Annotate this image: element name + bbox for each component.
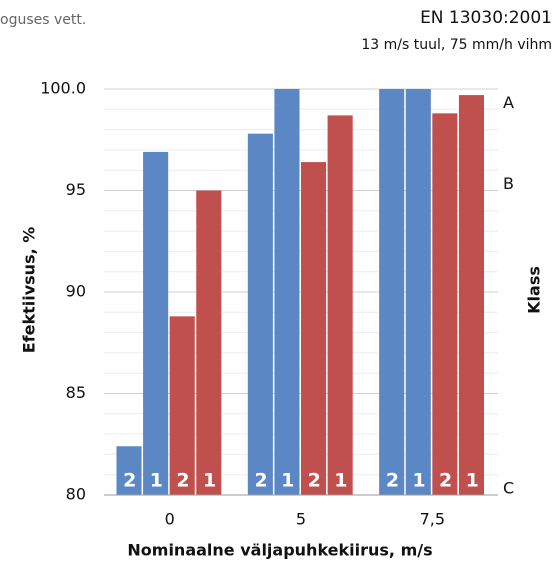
bar-label: 1 bbox=[281, 470, 294, 492]
bar bbox=[143, 151, 169, 495]
bar-label: 1 bbox=[466, 470, 479, 492]
bar bbox=[274, 89, 300, 495]
x-tick-label: 0 bbox=[165, 510, 175, 529]
y2-tick-label: A bbox=[503, 93, 514, 112]
bar-label: 1 bbox=[334, 470, 347, 492]
bar bbox=[432, 113, 458, 496]
bar-label: 1 bbox=[150, 470, 163, 492]
y-tick-label: 85 bbox=[66, 383, 86, 402]
y-tick-label: 95 bbox=[66, 180, 86, 199]
y2-tick-label: C bbox=[503, 479, 514, 498]
header-text: oguses vett. bbox=[0, 12, 86, 28]
bar bbox=[458, 95, 485, 495]
y2-axis-label: Klass bbox=[525, 266, 544, 314]
y-tick-label: 80 bbox=[66, 485, 86, 504]
x-axis-label: Nominaalne väljapuhkekiirus, m/s bbox=[127, 541, 432, 560]
bar-label: 2 bbox=[123, 470, 136, 492]
x-tick-label: 5 bbox=[296, 510, 306, 529]
y-tick-label: 100.0 bbox=[40, 79, 86, 98]
y-tick-label: 90 bbox=[66, 282, 86, 301]
bar-label: 2 bbox=[439, 470, 452, 492]
bar bbox=[405, 89, 431, 495]
bar bbox=[301, 162, 327, 495]
bar-label: 2 bbox=[308, 470, 321, 492]
bar bbox=[169, 316, 195, 495]
bar-label: 2 bbox=[254, 470, 267, 492]
y2-tick-label: B bbox=[503, 174, 514, 193]
chart-title: EN 13030:2001 bbox=[420, 8, 552, 28]
y-axis-label: Efektiivsus, % bbox=[20, 227, 39, 354]
bar bbox=[327, 115, 353, 495]
bar-label: 2 bbox=[176, 470, 189, 492]
bar-label: 1 bbox=[203, 470, 216, 492]
bar bbox=[379, 89, 405, 495]
chart-subtitle: 13 m/s tuul, 75 mm/h vihm bbox=[361, 37, 552, 53]
bar-label: 2 bbox=[386, 470, 399, 492]
bar bbox=[116, 446, 142, 495]
bar-label: 1 bbox=[412, 470, 425, 492]
bar bbox=[196, 190, 222, 495]
bar bbox=[247, 133, 273, 495]
x-tick-label: 7,5 bbox=[420, 510, 445, 529]
